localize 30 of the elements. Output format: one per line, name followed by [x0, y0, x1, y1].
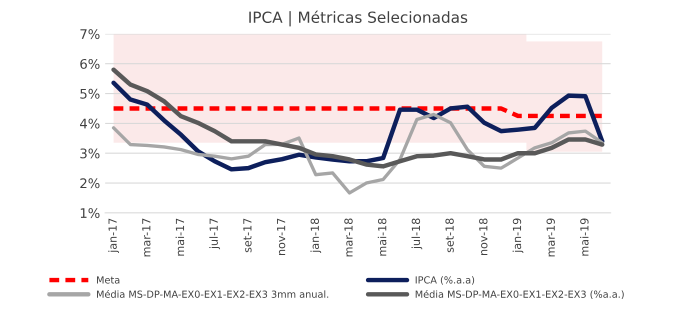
legend-label: IPCA (%.a.a) — [416, 276, 474, 285]
x-tick-label: mai-19 — [580, 218, 589, 256]
x-tick-label: jan-18 — [310, 218, 322, 254]
x-tick-label: jul-17 — [209, 218, 220, 250]
x-tick-label: mai-18 — [378, 218, 386, 256]
x-tick-label: nov-18 — [479, 218, 488, 256]
x-tick-label: nov-17 — [277, 218, 286, 256]
y-tick-label: 1% — [80, 208, 100, 218]
legend-label: Média MS-DP-MA-EX0-EX1-EX2-EX3 3mm anual. — [97, 290, 328, 298]
legend-label: Média MS-DP-MA-EX0-EX1-EX2-EX3 (%a.a.) — [416, 290, 624, 300]
x-tick-label: mar-17 — [142, 218, 150, 256]
y-tick-label: 2% — [80, 178, 100, 188]
y-tick-label: 3% — [80, 148, 100, 158]
chart-title: IPCA | Métricas Selecionadas — [249, 10, 468, 26]
x-tick-label: jan-17 — [108, 218, 119, 254]
x-tick-label: mar-18 — [344, 218, 353, 256]
y-tick-label: 7% — [80, 29, 100, 40]
line-series — [111, 67, 604, 169]
x-tick-label: jul-18 — [411, 218, 422, 250]
line-series — [111, 80, 604, 172]
x-tick-label: mai-17 — [176, 218, 184, 256]
y-tick-label: 4% — [80, 118, 100, 129]
x-tick-label: set-17 — [243, 218, 252, 252]
y-tick-label: 6% — [80, 58, 100, 69]
legend-label: Meta — [97, 276, 120, 284]
x-tick-label: mar-19 — [546, 218, 555, 256]
x-tick-label: jan-19 — [512, 218, 524, 254]
x-tick-label: set-18 — [445, 218, 454, 252]
line-series — [112, 112, 604, 195]
y-tick-label: 5% — [80, 88, 100, 99]
